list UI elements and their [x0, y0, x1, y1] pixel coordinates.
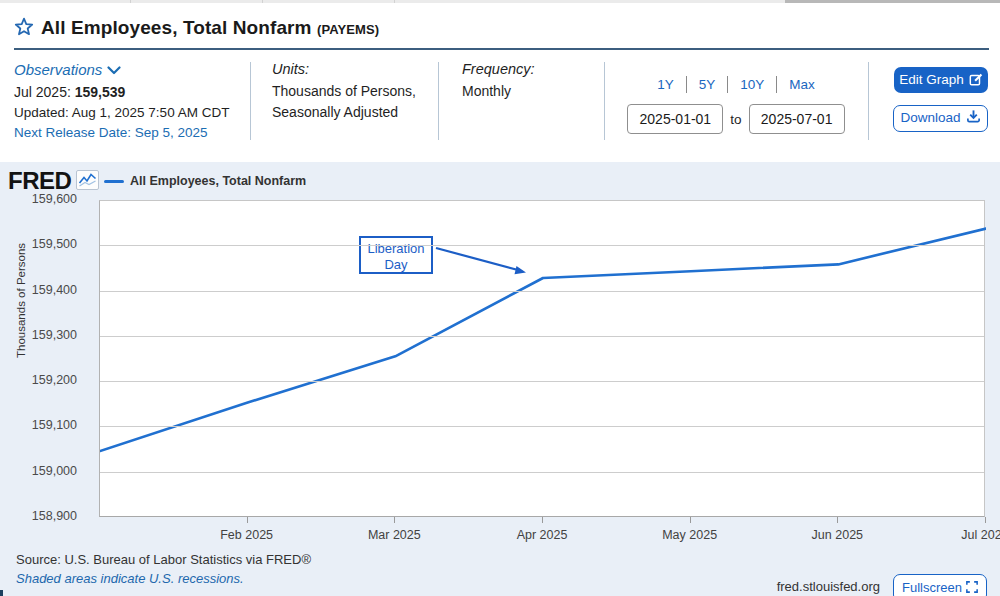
fullscreen-icon — [966, 581, 978, 593]
range-max[interactable]: Max — [789, 77, 815, 92]
range-1y[interactable]: 1Y — [657, 77, 674, 92]
annotation-box: Liberation Day — [359, 236, 433, 274]
date-to-label: to — [730, 112, 741, 127]
updated-timestamp: Updated: Aug 1, 2025 7:50 AM CDT — [14, 105, 229, 120]
x-axis-tick — [690, 517, 691, 523]
chart-section: FRED All Employees, Total Nonfarm Thousa… — [0, 162, 1000, 596]
y-gridline — [100, 381, 984, 382]
chevron-down-icon — [107, 66, 121, 75]
annotation-arrowhead — [515, 266, 527, 274]
range-5y[interactable]: 5Y — [699, 77, 716, 92]
edit-graph-button[interactable]: Edit Graph — [894, 67, 988, 93]
y-axis-tick-label: 159,300 — [32, 328, 77, 342]
x-axis-tick-label: Feb 2025 — [207, 528, 287, 542]
units-value-2: Seasonally Adjusted — [272, 104, 398, 120]
units-label: Units: — [272, 61, 309, 77]
next-release-link[interactable]: Next Release Date: Sep 5, 2025 — [14, 125, 208, 140]
y-axis-tick-label: 158,900 — [32, 509, 77, 523]
download-button[interactable]: Download — [893, 105, 988, 132]
fred-graph-page: All Employees, Total Nonfarm (PAYEMS) Ob… — [0, 0, 1000, 596]
y-axis-tick-label: 159,500 — [32, 237, 77, 251]
latest-observation: Jul 2025: 159,539 — [14, 84, 125, 100]
range-10y[interactable]: 10Y — [740, 77, 764, 92]
x-axis-tick — [985, 517, 986, 523]
y-axis-tick-label: 159,000 — [32, 464, 77, 478]
fred-logo: FRED — [8, 167, 71, 195]
y-axis-tick-label: 159,100 — [32, 418, 77, 432]
fred-logo-chart-icon — [76, 170, 99, 194]
meta-panel: Observations Jul 2025: 159,539 Updated: … — [0, 50, 1000, 162]
frequency-value: Monthly — [462, 83, 511, 99]
y-axis-tick-label: 159,400 — [32, 283, 77, 297]
observations-dropdown[interactable]: Observations — [14, 61, 121, 78]
range-selector: 1Y 5Y 10Y Max — [604, 75, 868, 93]
y-gridline — [100, 336, 984, 337]
annotation-arrow — [436, 248, 518, 270]
x-axis-tick-label: May 2025 — [650, 528, 730, 542]
date-to-input[interactable]: 2025-07-01 — [749, 104, 845, 134]
legend-line-sample — [104, 180, 124, 183]
x-axis-tick — [837, 517, 838, 523]
legend-label: All Employees, Total Nonfarm — [130, 174, 306, 188]
date-from-input[interactable]: 2025-01-01 — [627, 104, 723, 134]
x-axis-tick — [542, 517, 543, 523]
frequency-label: Frequency: — [462, 61, 535, 77]
page-header: All Employees, Total Nonfarm (PAYEMS) — [0, 3, 1000, 49]
fullscreen-button[interactable]: Fullscreen — [893, 574, 987, 596]
page-title: All Employees, Total Nonfarm (PAYEMS) — [41, 17, 379, 39]
y-axis-labels: 158,900159,000159,100159,200159,300159,4… — [0, 200, 88, 517]
x-axis-tick-label: Jun 2025 — [797, 528, 877, 542]
x-axis-tick — [394, 517, 395, 523]
x-axis-tick-label: Mar 2025 — [354, 528, 434, 542]
corner-artifact — [0, 590, 3, 596]
date-range: 2025-01-01 to 2025-07-01 — [604, 104, 868, 134]
edit-icon — [969, 72, 983, 86]
y-gridline — [100, 426, 984, 427]
y-gridline — [100, 245, 984, 246]
y-gridline — [100, 291, 984, 292]
download-icon — [966, 109, 981, 124]
y-gridline — [100, 472, 984, 473]
units-value-1: Thousands of Persons, — [272, 83, 416, 99]
favorite-star-icon[interactable] — [13, 16, 35, 42]
y-axis-tick-label: 159,200 — [32, 373, 77, 387]
series-id: (PAYEMS) — [317, 22, 379, 37]
x-axis-tick — [247, 517, 248, 523]
plot-area: Liberation Day — [99, 200, 985, 517]
recessions-note-link[interactable]: Shaded areas indicate U.S. recessions. — [16, 571, 244, 586]
site-url: fred.stlouisfed.org — [700, 579, 880, 594]
x-axis-tick-label: Apr 2025 — [502, 528, 582, 542]
source-text: Source: U.S. Bureau of Labor Statistics … — [16, 552, 311, 567]
series-svg — [100, 201, 986, 518]
y-axis-tick-label: 159,600 — [32, 192, 77, 206]
data-line — [100, 229, 986, 451]
x-axis-tick-label: Jul 2025 — [945, 528, 1000, 542]
